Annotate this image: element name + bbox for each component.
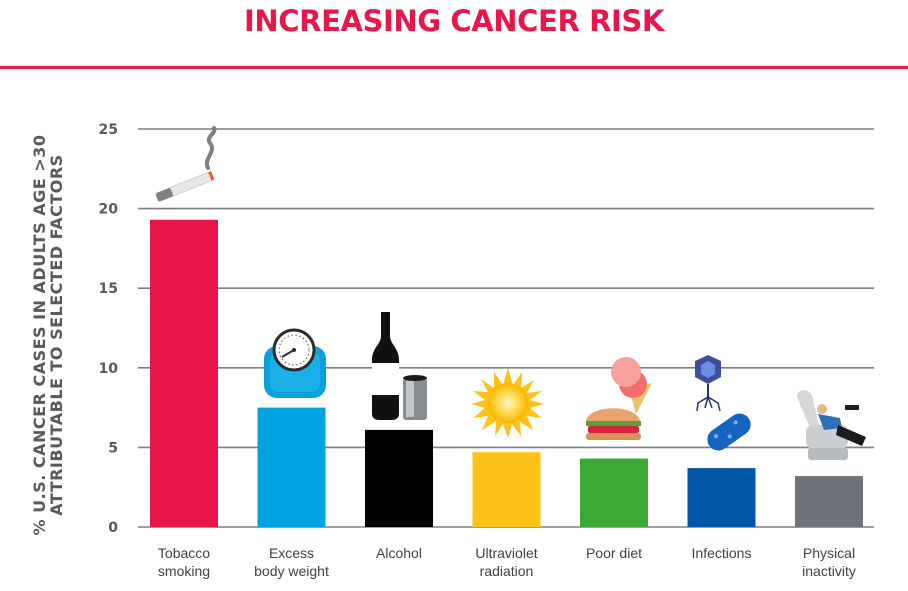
x-tick-label: smoking [158,563,210,579]
bar [365,429,433,527]
y-tick-label: 5 [108,440,118,456]
y-tick-label: 20 [99,202,119,218]
x-tick-label: body weight [254,563,329,579]
x-tick-label: Physical [803,545,855,561]
sun-icon [471,368,544,438]
bar [472,452,541,527]
bar [687,468,756,527]
x-tick-labels: Tobacco smoking Excess body weight Alcohol Ul… [158,545,856,579]
burger-icecream-icon [586,357,652,440]
x-tick-label: Excess [269,545,314,561]
x-tick-label: radiation [480,563,534,579]
x-tick-label: inactivity [802,563,856,579]
cigarette-icon [155,126,217,202]
x-tick-label: Poor diet [586,545,642,561]
x-tick-label: Tobacco [158,545,210,561]
chart-title: INCREASING CANCER RISK [244,4,664,38]
x-tick-label: Ultraviolet [475,545,537,561]
bar [257,407,326,527]
y-tick-label: 15 [99,281,118,297]
recliner-icon [797,389,866,460]
y-tick-label: 25 [99,122,118,138]
wine-bottle-icon [372,312,427,420]
x-tick-label: Infections [692,545,752,561]
scale-icon [264,328,326,398]
y-tick-label: 0 [108,520,118,536]
title-divider [0,66,908,69]
y-tick-labels: 0 5 10 15 20 25 [99,122,119,536]
bars [150,219,863,527]
y-tick-label: 10 [99,361,119,377]
bar [580,458,648,527]
bar [150,219,218,527]
bar [795,476,863,527]
virus-bacteria-icon [695,355,751,451]
x-tick-label: Alcohol [376,545,422,561]
